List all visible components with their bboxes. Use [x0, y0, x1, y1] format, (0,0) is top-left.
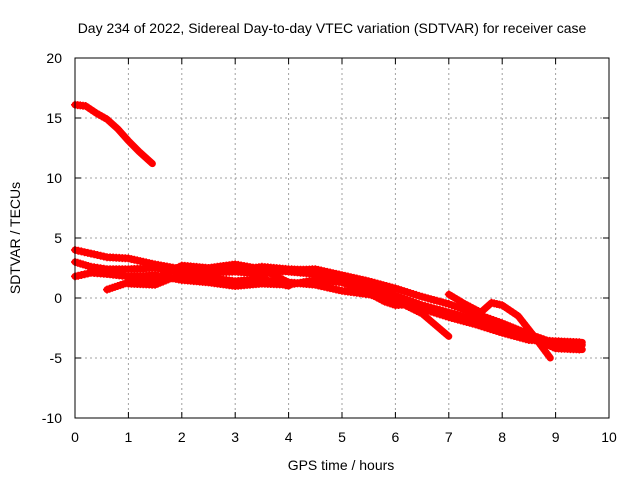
y-tick-label: 10	[46, 170, 62, 186]
x-tick-label: 1	[125, 429, 133, 445]
y-tick-label: -10	[42, 410, 62, 426]
y-tick-label: 0	[54, 290, 62, 306]
data-point	[146, 157, 155, 166]
data-point	[544, 351, 553, 360]
x-tick-label: 0	[71, 429, 79, 445]
x-tick-label: 6	[392, 429, 400, 445]
series-sat-h	[444, 290, 554, 362]
y-tick-label: 5	[54, 230, 62, 246]
series-sat-a	[71, 100, 156, 168]
plot-frame	[74, 57, 610, 419]
x-tick-label: 3	[231, 429, 239, 445]
data-point	[281, 281, 290, 290]
grid	[75, 58, 609, 418]
x-tick-label: 9	[552, 429, 560, 445]
data-point	[575, 345, 584, 354]
series-group	[71, 100, 586, 362]
x-tick-label: 2	[178, 429, 186, 445]
x-tick-label: 8	[498, 429, 506, 445]
x-tick-label: 5	[338, 429, 346, 445]
data-point	[442, 330, 451, 339]
chart-title: Day 234 of 2022, Sidereal Day-to-day VTE…	[78, 20, 587, 36]
series-sat-g	[151, 262, 415, 310]
x-tick-label: 7	[445, 429, 453, 445]
x-tick-label: 10	[601, 429, 617, 445]
data-point	[575, 338, 584, 347]
y-axis-title: SDTVAR / TECUs	[7, 182, 23, 294]
y-tick-label: 15	[46, 110, 62, 126]
y-tick-label: -5	[50, 350, 63, 366]
data-point	[404, 300, 413, 309]
x-axis-title: GPS time / hours	[288, 457, 395, 473]
y-tick-label: 20	[46, 50, 62, 66]
x-tick-label: 4	[285, 429, 293, 445]
